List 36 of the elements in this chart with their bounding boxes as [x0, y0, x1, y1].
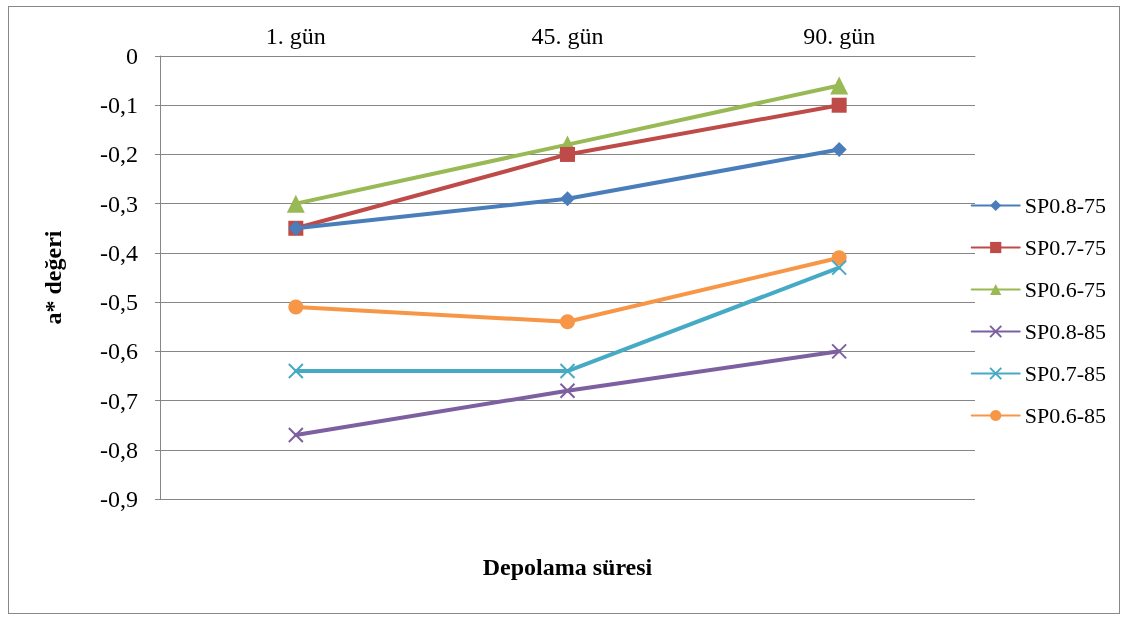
- y-tick-label: -0,8: [100, 436, 138, 463]
- x-tick-label: 90. gün: [803, 23, 876, 49]
- point: [831, 259, 848, 276]
- point: [286, 194, 305, 213]
- x-tick-label: 1. gün: [265, 23, 326, 49]
- x-tick-label: 45. gün: [531, 23, 604, 49]
- point: [560, 146, 575, 162]
- legend-label: SP0.7-85: [1024, 361, 1106, 386]
- legend-label: SP0.6-85: [1024, 403, 1106, 428]
- y-tick-label: -0,7: [100, 387, 138, 414]
- y-tick-label: -0,1: [100, 92, 138, 119]
- point: [287, 427, 304, 444]
- point: [831, 343, 848, 360]
- x-axis-title: Depolama süresi: [482, 554, 653, 580]
- y-tick-label: -0,5: [100, 289, 138, 316]
- legend-label: SP0.6-75: [1024, 277, 1106, 302]
- legend-label: SP0.7-75: [1024, 235, 1106, 260]
- point: [288, 299, 304, 315]
- y-tick-label: -0,4: [100, 239, 138, 266]
- point: [559, 363, 576, 380]
- point: [287, 363, 304, 380]
- point: [830, 76, 849, 95]
- y-axis-title: a* değeri: [40, 230, 66, 325]
- y-tick-label: -0,3: [100, 190, 138, 217]
- y-tick-label: -0,9: [100, 486, 138, 512]
- point: [831, 142, 847, 158]
- y-tick-label: -0,2: [100, 141, 138, 168]
- point: [559, 382, 576, 399]
- legend-label: SP0.8-75: [1024, 193, 1106, 218]
- point: [831, 97, 847, 113]
- point: [560, 191, 575, 207]
- point: [560, 314, 575, 330]
- legend-label: SP0.8-85: [1024, 319, 1106, 344]
- y-tick-label: 0: [126, 43, 138, 69]
- y-tick-label: -0,6: [100, 338, 138, 365]
- point: [831, 250, 847, 266]
